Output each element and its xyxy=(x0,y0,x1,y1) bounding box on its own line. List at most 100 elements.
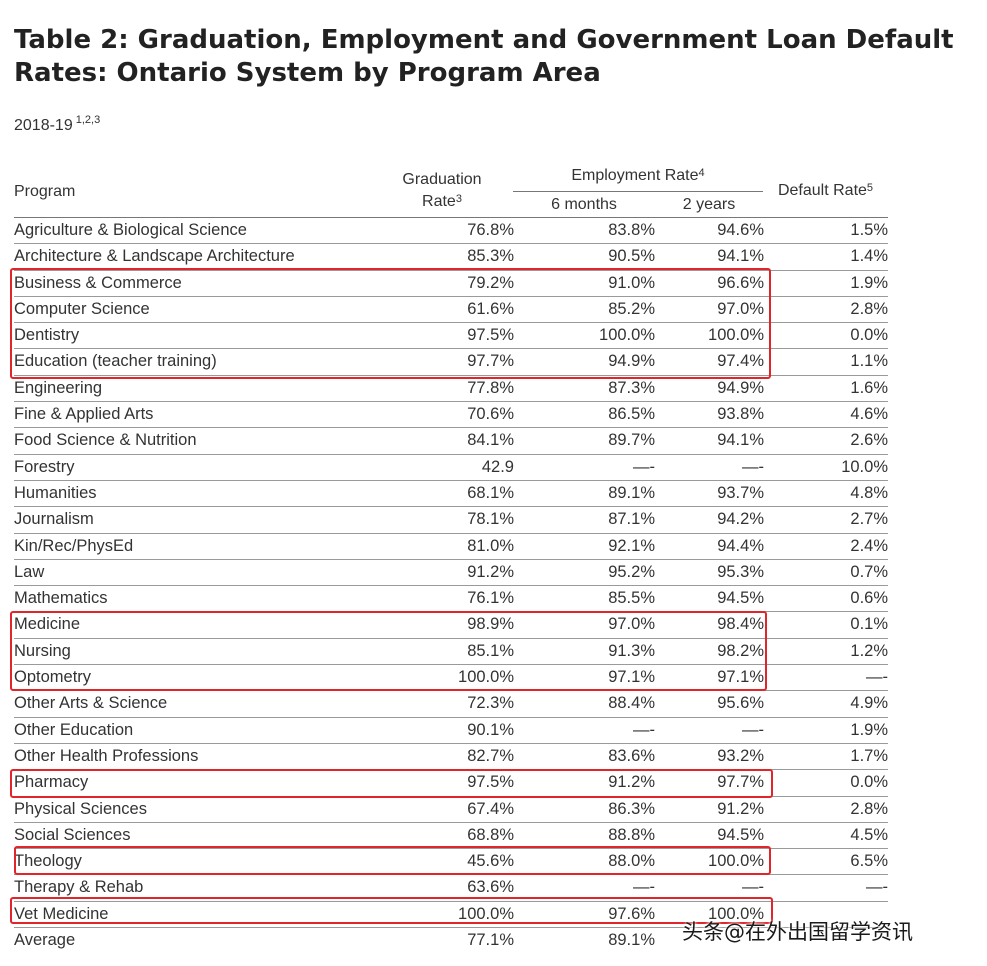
employment-6-months: 97.0% xyxy=(608,615,655,634)
graduation-rate: 90.1% xyxy=(467,720,514,739)
table-row: Mathematics 76.1% 85.5% 94.5% 0.6% xyxy=(14,586,888,613)
employment-6-months: 86.3% xyxy=(608,799,655,818)
graduation-rate: 42.9 xyxy=(481,457,514,476)
employment-2-years: 97.0% xyxy=(717,299,764,318)
subtitle-year: 2018-19 xyxy=(14,117,73,134)
table-row: Social Sciences 68.8% 88.8% 94.5% 4.5% xyxy=(14,823,888,850)
employment-6-months: 88.8% xyxy=(608,825,655,844)
graduation-rate: 77.8% xyxy=(467,378,514,397)
employment-2-years: 94.9% xyxy=(717,378,764,397)
default-rate: 2.7% xyxy=(850,510,888,529)
graduation-rate: 61.6% xyxy=(467,299,514,318)
table-row: Other Arts & Science 72.3% 88.4% 95.6% 4.9% xyxy=(14,691,888,718)
table-row: Other Health Professions 82.7% 83.6% 93.2% 1… xyxy=(14,744,888,771)
table-body: Agriculture & Biological Science 76.8% 83.… xyxy=(14,218,888,954)
header-default-rate: Default Rate5 xyxy=(777,182,874,199)
program-name: Business & Commerce xyxy=(14,273,182,292)
header-grad-line1: Graduation xyxy=(402,171,482,188)
graduation-rate: 76.1% xyxy=(467,589,514,608)
graduation-rate: 97.5% xyxy=(467,773,514,792)
table-row: Journalism 78.1% 87.1% 94.2% 2.7% xyxy=(14,507,888,534)
employment-2-years: 94.1% xyxy=(717,247,764,266)
program-name: Optometry xyxy=(14,668,92,687)
program-name: Education (teacher training) xyxy=(14,352,217,371)
program-name: Architecture & Landscape Architecture xyxy=(14,247,295,266)
header-employment-divider xyxy=(513,191,763,192)
graduation-rate: 82.7% xyxy=(467,746,514,765)
table-row: Dentistry 97.5% 100.0% 100.0% 0.0% xyxy=(14,323,888,350)
program-name: Forestry xyxy=(14,457,75,476)
default-rate: 1.1% xyxy=(850,352,888,371)
program-name: Agriculture & Biological Science xyxy=(14,221,247,239)
employment-2-years: 93.7% xyxy=(717,483,764,502)
program-name: Vet Medicine xyxy=(14,904,109,923)
graduation-rate: 81.0% xyxy=(467,536,514,555)
default-rate: 0.1% xyxy=(850,615,888,634)
employment-6-months: 97.6% xyxy=(608,904,655,923)
table-row: Agriculture & Biological Science 76.8% 83.… xyxy=(14,218,888,245)
program-name: Physical Sciences xyxy=(14,799,147,818)
employment-2-years: 98.4% xyxy=(717,615,764,634)
employment-6-months: 87.3% xyxy=(608,378,655,397)
employment-2-years: 94.4% xyxy=(717,536,764,555)
program-name: Other Education xyxy=(14,720,134,739)
table-row: Optometry 100.0% 97.1% 97.1% —- xyxy=(14,665,888,692)
watermark: 头条@在外出国留学资讯 xyxy=(682,920,913,944)
default-rate: 4.6% xyxy=(850,405,888,424)
employment-6-months: 89.1% xyxy=(608,931,655,950)
default-rate: 0.7% xyxy=(850,562,888,581)
employment-2-years: 94.1% xyxy=(717,431,764,450)
employment-6-months: 85.2% xyxy=(608,299,655,318)
graduation-rate: 79.2% xyxy=(467,273,514,292)
employment-6-months: 89.7% xyxy=(608,431,655,450)
subtitle-notes: 1,2,3 xyxy=(75,114,101,126)
table-row: Medicine 98.9% 97.0% 98.4% 0.1% xyxy=(14,612,888,639)
header-graduation-rate: Graduation Rate3 xyxy=(390,169,494,213)
employment-6-months: 83.6% xyxy=(608,746,655,765)
default-rate: 6.5% xyxy=(850,852,888,871)
employment-6-months: 87.1% xyxy=(608,510,655,529)
employment-6-months: 100.0% xyxy=(599,326,655,345)
program-name: Theology xyxy=(14,852,82,871)
table-row: Architecture & Landscape Architecture 85.… xyxy=(14,244,888,271)
program-name: Law xyxy=(14,562,45,581)
default-rate: 1.9% xyxy=(850,273,888,292)
program-name: Medicine xyxy=(14,615,81,634)
employment-6-months: —- xyxy=(633,720,655,739)
default-rate: 10.0% xyxy=(841,457,888,476)
program-name: Food Science & Nutrition xyxy=(14,431,197,450)
employment-6-months: 97.1% xyxy=(608,668,655,687)
graduation-rate: 68.1% xyxy=(467,483,514,502)
program-name: Humanities xyxy=(14,483,97,502)
default-rate: 1.4% xyxy=(850,247,888,266)
program-name: Journalism xyxy=(14,510,94,529)
table-row: Theology 45.6% 88.0% 100.0% 6.5% xyxy=(14,849,888,876)
employment-2-years: 94.5% xyxy=(717,589,764,608)
program-name: Other Health Professions xyxy=(14,746,199,765)
employment-6-months: 91.0% xyxy=(608,273,655,292)
default-rate: 4.9% xyxy=(850,694,888,713)
employment-6-months: —- xyxy=(633,457,655,476)
table-subtitle: 2018-19 1,2,3 xyxy=(14,114,101,135)
table-row: Physical Sciences 67.4% 86.3% 91.2% 2.8% xyxy=(14,797,888,823)
table-row: Computer Science 61.6% 85.2% 97.0% 2.8% xyxy=(14,297,888,324)
employment-2-years: 100.0% xyxy=(708,852,764,871)
employment-2-years: 100.0% xyxy=(708,904,764,923)
graduation-rate: 76.8% xyxy=(467,221,514,239)
table-row: Engineering 77.8% 87.3% 94.9% 1.6% xyxy=(14,376,888,403)
employment-2-years: 100.0% xyxy=(708,326,764,345)
default-rate: 2.6% xyxy=(850,431,888,450)
default-rate: 4.5% xyxy=(850,825,888,844)
employment-6-months: 88.4% xyxy=(608,694,655,713)
program-name: Computer Science xyxy=(14,299,150,318)
program-name: Pharmacy xyxy=(14,773,89,792)
graduation-rate: 45.6% xyxy=(467,852,514,871)
default-rate: 4.8% xyxy=(850,483,888,502)
graduation-rate: 67.4% xyxy=(467,799,514,818)
employment-6-months: 89.1% xyxy=(608,483,655,502)
default-rate: 1.7% xyxy=(850,746,888,765)
program-name: Average xyxy=(14,931,76,950)
header-6-months: 6 months xyxy=(551,196,617,213)
default-rate: 0.6% xyxy=(850,589,888,608)
default-rate: 1.6% xyxy=(850,378,888,397)
